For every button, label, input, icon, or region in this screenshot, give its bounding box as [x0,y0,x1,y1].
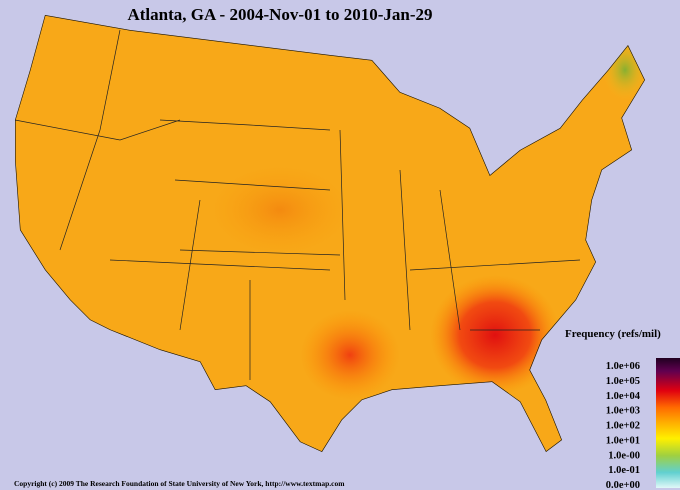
state-borders [15,29,581,380]
legend-label: 1.0e+05 [606,376,640,387]
legend-label: 1.0e+04 [606,391,641,402]
map-title: Atlanta, GA - 2004-Nov-01 to 2010-Jan-29 [127,5,432,24]
map-shade [300,310,400,400]
legend-label: 1.0e+06 [606,361,640,372]
legend-label: 1.0e+03 [606,406,640,417]
legend-title: Frequency (refs/mil) [565,328,661,340]
map-shade [210,165,350,255]
legend-label: 1.0e-00 [608,450,640,461]
legend-colorbar [656,358,680,488]
legend-label: 1.0e+02 [606,421,640,432]
us-outline [15,15,645,452]
legend-label: 0.0e+00 [606,480,640,490]
map-shade [430,275,560,395]
legend-ticks: 1.0e+06 1.0e+05 1.0e+04 1.0e+03 1.0e+02 1.0e+… [606,361,641,490]
legend-label: 1.0e-01 [608,465,640,476]
legend-label: 1.0e+01 [606,435,640,446]
copyright: Copyright (c) 2009 The Research Foundati… [14,479,345,488]
